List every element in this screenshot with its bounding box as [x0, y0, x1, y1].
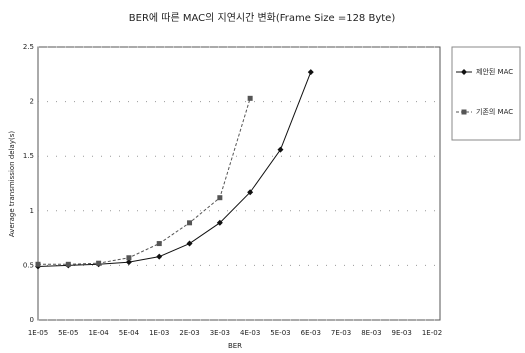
legend-label: 기존의 MAC	[476, 107, 513, 116]
x-tick-label: 7E-03	[331, 329, 351, 337]
x-tick-label: 4E-03	[240, 329, 260, 337]
y-tick-label: 1.5	[23, 152, 34, 160]
marker	[65, 261, 71, 267]
marker	[216, 219, 223, 226]
x-tick-label: 5E-04	[119, 329, 140, 337]
marker	[125, 259, 132, 266]
x-tick-label: 2E-03	[179, 329, 199, 337]
y-tick-label: 1	[30, 207, 34, 215]
series-line	[38, 98, 251, 265]
x-axis-label: BER	[228, 342, 242, 350]
x-tick-label: 9E-03	[392, 329, 412, 337]
x-tick-label: 5E-03	[270, 329, 290, 337]
x-tick-label: 8E-03	[361, 329, 381, 337]
x-tick-label: 3E-03	[210, 329, 230, 337]
marker	[247, 95, 253, 101]
x-tick-label: 1E-05	[28, 329, 48, 337]
series-line	[37, 71, 312, 267]
y-tick-label: 0	[30, 316, 34, 324]
legend-frame	[451, 46, 521, 141]
y-axis-label: Average transmission delay(s)	[8, 131, 16, 237]
marker	[35, 261, 41, 267]
x-tick-label: 5E-05	[58, 329, 78, 337]
marker	[277, 146, 284, 153]
marker	[217, 195, 223, 201]
marker	[126, 255, 132, 261]
x-tick-label: 6E-03	[301, 329, 321, 337]
marker	[187, 220, 193, 226]
marker	[247, 189, 254, 196]
x-tick-label: 1E-04	[88, 329, 109, 337]
marker	[461, 69, 467, 75]
y-tick-label: 2.5	[23, 43, 34, 51]
legend-label: 제안된 MAC	[476, 67, 513, 76]
x-tick-label: 1E-03	[149, 329, 169, 337]
marker	[461, 109, 467, 115]
y-tick-label: 2	[30, 98, 34, 106]
x-tick-label: 1E-02	[422, 329, 442, 337]
chart-title: BER에 따른 MAC의 지연시간 변화(Frame Size =128 Byt…	[129, 12, 396, 24]
marker	[156, 253, 163, 260]
marker	[307, 69, 314, 76]
marker	[186, 240, 193, 247]
plot-frame	[37, 46, 441, 321]
y-tick-label: 0.5	[23, 261, 34, 269]
marker	[156, 241, 162, 247]
marker	[96, 260, 102, 266]
